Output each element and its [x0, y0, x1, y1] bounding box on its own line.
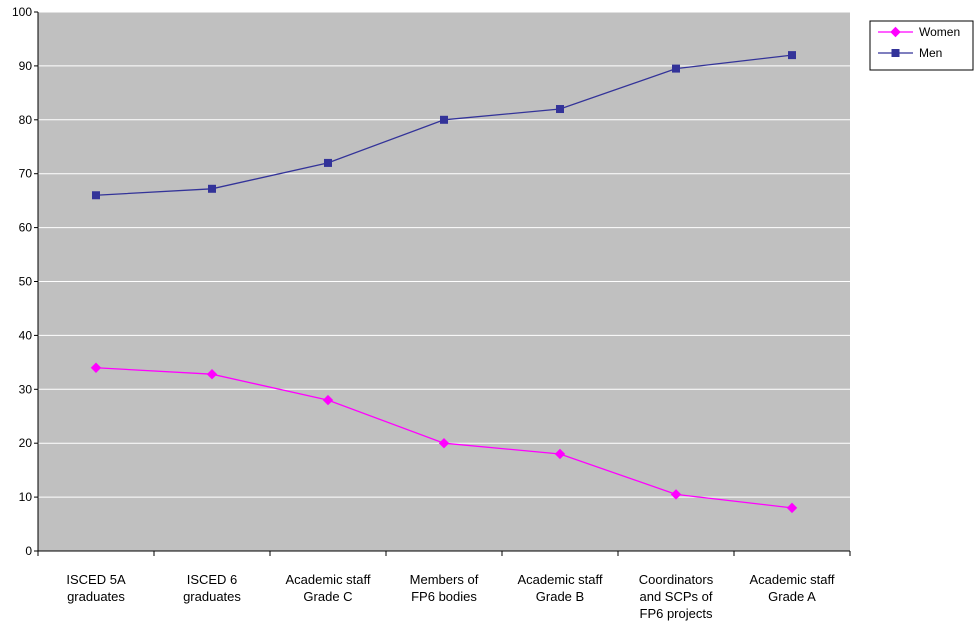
axes — [34, 11, 851, 556]
x-category-label: Academic staff Grade C — [285, 572, 370, 604]
data-point-women — [670, 489, 682, 500]
y-tick-label: 90 — [19, 59, 33, 73]
y-tick-label: 0 — [25, 544, 32, 558]
x-category-label: Coordinators and SCPs of FP6 projects — [639, 572, 714, 621]
x-category-label-line: Academic staff — [749, 572, 834, 587]
x-category-label-line: graduates — [183, 589, 241, 604]
x-category-label-line: Grade B — [536, 589, 584, 604]
legend-item-men: Men — [878, 46, 942, 60]
data-point-women — [786, 502, 798, 514]
y-axis-tick-labels: 0 10 20 30 40 50 60 70 80 90 100 — [12, 5, 32, 558]
x-category-label-line: graduates — [67, 589, 125, 604]
legend-label: Women — [919, 25, 960, 39]
x-axis-category-labels: ISCED 5A graduates ISCED 6 graduates Academi… — [66, 572, 835, 621]
data-point-men — [440, 115, 448, 124]
x-category-label-line: FP6 bodies — [411, 589, 477, 604]
legend-label: Men — [919, 46, 942, 60]
x-category-label-line: Grade A — [768, 589, 816, 604]
data-point-women — [322, 394, 334, 406]
legend: Women Men — [869, 20, 974, 71]
y-tick-label: 70 — [19, 167, 33, 181]
legend-marker — [890, 26, 901, 38]
data-point-men — [556, 105, 564, 114]
data-point-women — [438, 437, 450, 449]
y-tick-label: 60 — [19, 221, 33, 235]
data-point-men — [672, 64, 680, 73]
legend-box — [869, 20, 974, 71]
y-tick-label: 40 — [19, 328, 33, 342]
x-category-label-line: and SCPs of — [640, 589, 713, 604]
y-tick-label: 30 — [19, 382, 33, 396]
x-category-label-line: Members of — [410, 572, 479, 587]
x-category-label-line: ISCED 6 — [187, 572, 238, 587]
data-point-men — [324, 158, 332, 167]
data-point-men — [788, 51, 796, 60]
x-category-label-line: Coordinators — [639, 572, 714, 587]
series-women — [90, 362, 798, 514]
data-point-women — [206, 369, 218, 380]
legend-item-women: Women — [878, 25, 960, 39]
x-category-label: Academic staff Grade B — [517, 572, 602, 604]
x-category-label: Members of FP6 bodies — [410, 572, 479, 604]
y-tick-label: 80 — [19, 113, 33, 127]
data-series — [90, 51, 798, 514]
x-category-label: Academic staff Grade A — [749, 572, 834, 604]
x-category-label: ISCED 6 graduates — [183, 572, 241, 604]
x-category-label-line: FP6 projects — [640, 606, 713, 621]
x-category-label-line: Grade C — [303, 589, 352, 604]
data-point-women — [554, 448, 566, 460]
x-category-label-line: Academic staff — [285, 572, 370, 587]
y-tick-label: 20 — [19, 436, 33, 450]
data-point-women — [90, 362, 102, 373]
y-tick-label: 100 — [12, 5, 32, 19]
data-point-men — [208, 184, 216, 193]
data-point-men — [92, 191, 100, 200]
legend-marker — [891, 49, 900, 57]
x-category-label-line: ISCED 5A — [66, 572, 126, 587]
y-tick-label: 10 — [19, 490, 33, 504]
x-category-label-line: Academic staff — [517, 572, 602, 587]
x-category-label: ISCED 5A graduates — [66, 572, 126, 604]
series-men — [92, 51, 796, 200]
y-tick-label: 50 — [19, 275, 33, 289]
